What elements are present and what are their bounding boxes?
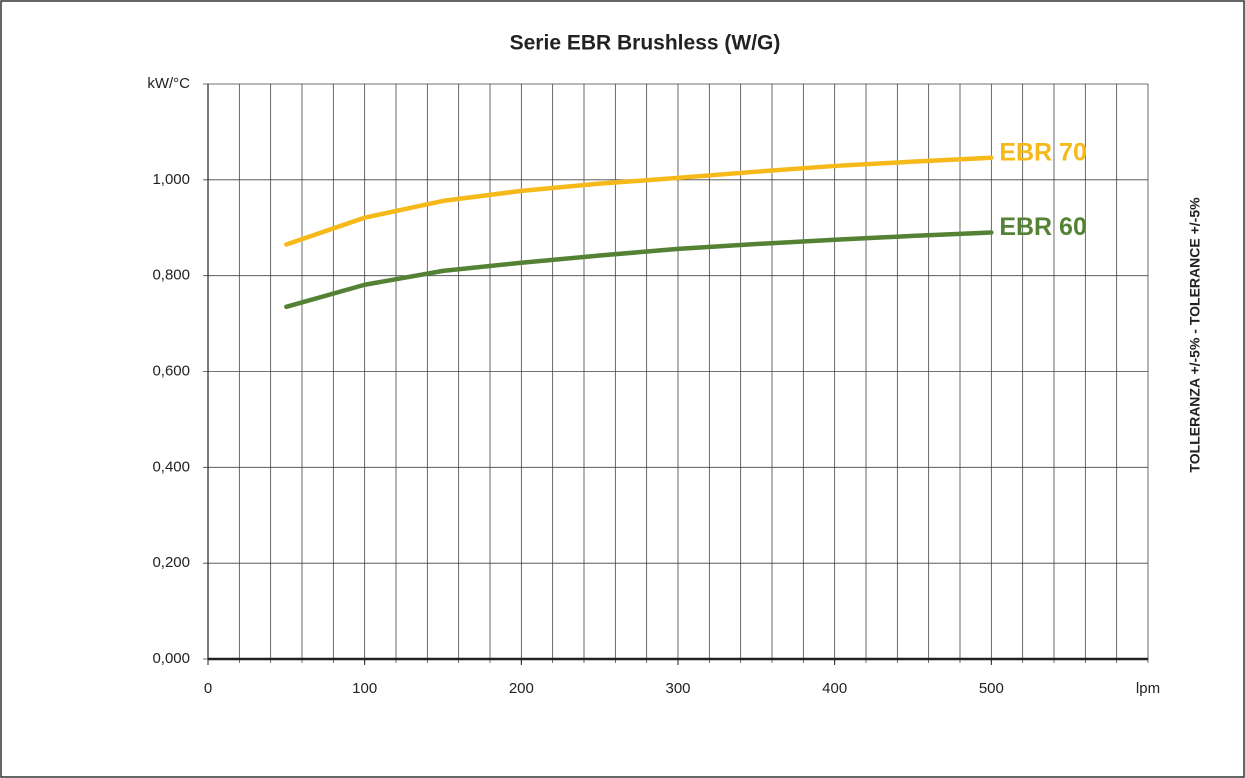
y-tick-label: 1,000 xyxy=(152,171,190,188)
x-tick-label: 0 xyxy=(204,680,212,697)
side-note: TOLLERANZA +/-5% - TOLERANCE +/-5% xyxy=(1187,197,1203,473)
y-tick-label: 0,000 xyxy=(152,650,190,667)
y-tick-label: 0,400 xyxy=(152,458,190,475)
x-tick-label: 500 xyxy=(979,680,1004,697)
y-tick-label: 0,800 xyxy=(152,267,190,284)
x-tick-label: 100 xyxy=(352,680,377,697)
x-tick-label: 200 xyxy=(509,680,534,697)
series-label: EBR 60 xyxy=(999,213,1087,241)
y-tick-label: 0,200 xyxy=(152,554,190,571)
y-tick-label: 0,600 xyxy=(152,362,190,379)
y-axis-label: kW/°C xyxy=(147,75,190,92)
series-line xyxy=(284,230,994,310)
x-axis-label: lpm xyxy=(1136,680,1160,697)
series-label: EBR 70 xyxy=(999,138,1087,166)
x-tick-label: 400 xyxy=(822,680,847,697)
chart-title: Serie EBR Brushless (W/G) xyxy=(510,32,781,55)
series-line xyxy=(284,155,994,247)
x-tick-label: 300 xyxy=(665,680,690,697)
